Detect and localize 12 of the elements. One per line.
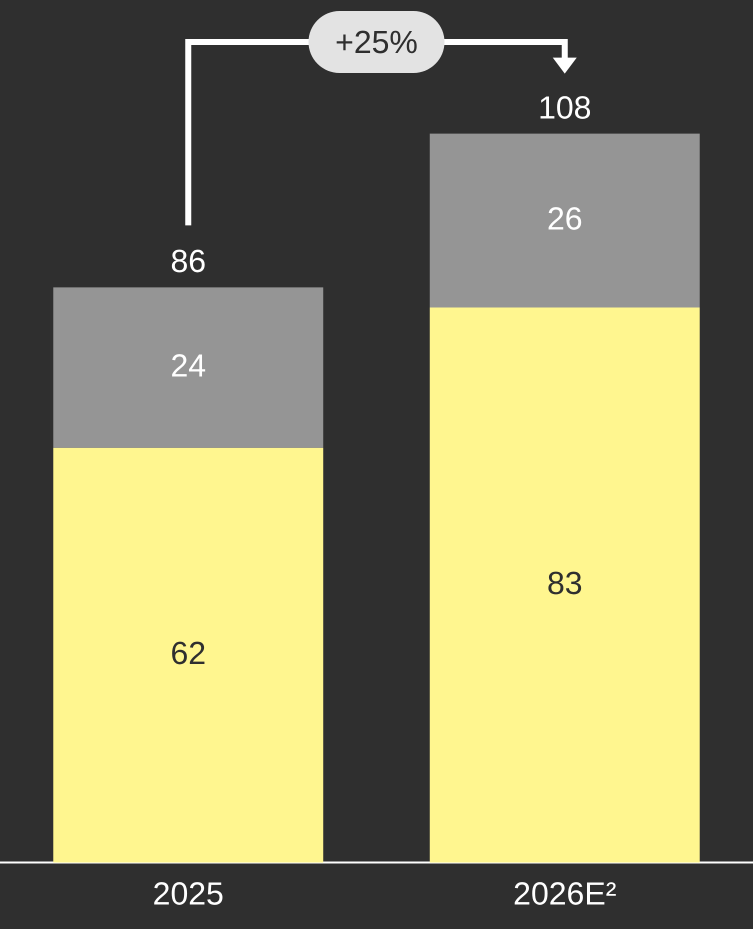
data-label: 24 (170, 347, 206, 384)
text: +25% (335, 24, 418, 60)
x-tick-label: 2025 (152, 876, 224, 912)
data-label: 83 (546, 564, 583, 601)
data-label: 62 (170, 635, 206, 672)
bar (53, 448, 324, 863)
data-label: 26 (546, 200, 583, 236)
total-label: 86 (170, 243, 206, 280)
total-label: 108 (538, 89, 592, 126)
x-tick-label: 2026E² (513, 876, 617, 912)
bar (430, 307, 700, 863)
bar (53, 287, 324, 448)
